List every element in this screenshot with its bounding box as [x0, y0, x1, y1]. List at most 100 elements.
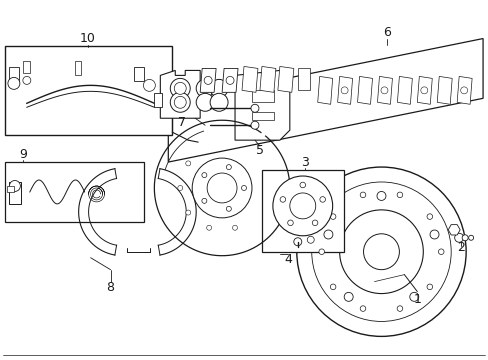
Bar [154, 93, 162, 107]
Circle shape [330, 214, 335, 219]
Polygon shape [154, 120, 289, 256]
Circle shape [170, 92, 190, 112]
Circle shape [206, 225, 211, 230]
Polygon shape [447, 225, 459, 235]
Polygon shape [377, 76, 392, 104]
Circle shape [280, 197, 285, 202]
Bar [251, 90, 273, 102]
Bar [5, 45, 172, 135]
Circle shape [318, 249, 324, 255]
Polygon shape [456, 76, 471, 104]
Circle shape [9, 180, 20, 192]
Circle shape [202, 172, 206, 177]
Bar [23, 62, 30, 73]
Circle shape [454, 233, 463, 242]
Circle shape [289, 193, 315, 219]
Polygon shape [317, 76, 332, 104]
Text: 8: 8 [106, 281, 114, 294]
Bar [9, 67, 19, 84]
Bar [75, 62, 81, 75]
Circle shape [143, 80, 155, 91]
Circle shape [461, 235, 467, 241]
Circle shape [376, 192, 385, 201]
Circle shape [296, 167, 465, 336]
Bar [262, 170, 343, 252]
Polygon shape [397, 76, 411, 104]
Circle shape [23, 76, 31, 84]
Circle shape [185, 210, 190, 215]
Circle shape [293, 238, 301, 246]
Circle shape [438, 249, 443, 255]
Circle shape [207, 173, 237, 203]
Bar [9, 182, 21, 204]
Polygon shape [416, 76, 431, 104]
Circle shape [226, 165, 231, 170]
Circle shape [241, 185, 246, 190]
Circle shape [299, 182, 305, 188]
Text: 9: 9 [19, 148, 27, 161]
Circle shape [203, 76, 212, 84]
Polygon shape [357, 76, 372, 104]
Polygon shape [160, 71, 200, 118]
Text: 6: 6 [383, 26, 390, 39]
Circle shape [319, 197, 325, 202]
Polygon shape [222, 68, 238, 92]
Circle shape [312, 220, 317, 226]
Circle shape [339, 210, 423, 293]
Circle shape [360, 192, 365, 198]
Text: 3: 3 [300, 156, 308, 168]
Text: 10: 10 [80, 32, 95, 45]
Circle shape [226, 206, 231, 211]
Text: 7: 7 [178, 116, 186, 129]
Polygon shape [260, 67, 275, 92]
Circle shape [210, 93, 227, 111]
Polygon shape [436, 76, 451, 104]
Bar [7, 186, 14, 192]
Bar [5, 162, 144, 222]
Circle shape [250, 104, 259, 112]
Circle shape [323, 230, 332, 239]
Polygon shape [168, 39, 482, 162]
Circle shape [380, 87, 387, 94]
Circle shape [409, 292, 418, 301]
Circle shape [360, 306, 365, 311]
Circle shape [174, 82, 186, 94]
Circle shape [232, 225, 237, 230]
Circle shape [287, 220, 293, 226]
Circle shape [460, 87, 467, 94]
Circle shape [341, 87, 347, 94]
Circle shape [311, 182, 450, 321]
Circle shape [468, 235, 473, 240]
Polygon shape [200, 68, 216, 92]
Circle shape [396, 192, 402, 198]
Circle shape [185, 161, 190, 166]
Circle shape [225, 76, 234, 84]
Circle shape [202, 198, 206, 203]
Circle shape [420, 87, 427, 94]
Circle shape [196, 93, 214, 111]
Bar [134, 67, 144, 81]
Text: 1: 1 [412, 293, 420, 306]
Circle shape [8, 77, 20, 89]
Circle shape [210, 80, 227, 97]
Circle shape [363, 234, 399, 270]
Circle shape [306, 236, 314, 243]
Circle shape [426, 214, 432, 219]
Circle shape [170, 78, 190, 98]
Polygon shape [277, 67, 293, 92]
Polygon shape [242, 67, 258, 92]
Text: 5: 5 [255, 144, 264, 157]
Circle shape [196, 80, 214, 97]
Circle shape [344, 292, 352, 301]
Circle shape [178, 185, 183, 190]
Bar [251, 112, 273, 120]
Circle shape [272, 176, 332, 236]
Circle shape [174, 96, 186, 108]
Circle shape [426, 284, 432, 290]
Polygon shape [337, 76, 352, 104]
Circle shape [192, 158, 251, 218]
Circle shape [330, 284, 335, 290]
Bar [297, 68, 309, 90]
Circle shape [429, 230, 438, 239]
Circle shape [250, 121, 259, 129]
